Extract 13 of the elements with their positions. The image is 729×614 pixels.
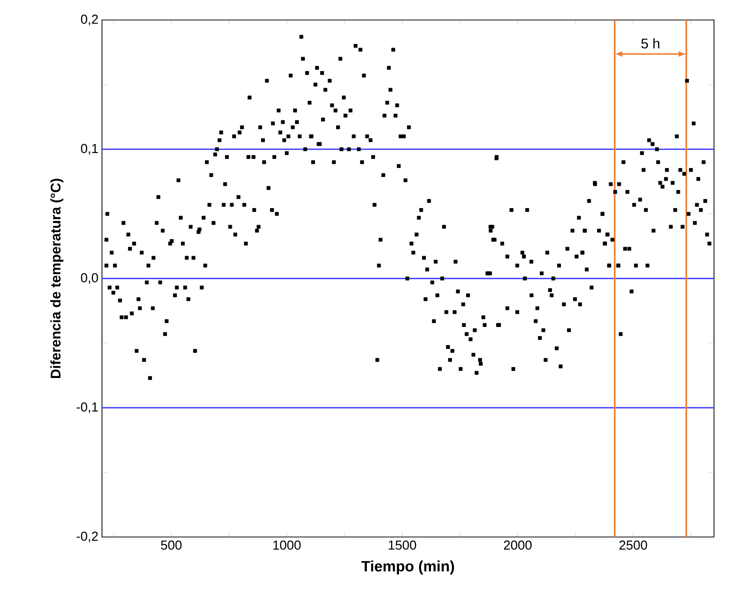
x-tick-label: 2500 xyxy=(619,540,648,550)
y-tick-label: 0,1 xyxy=(80,144,98,155)
annotation: 5 h xyxy=(641,38,660,48)
y-tick-label: -0,2 xyxy=(76,532,98,542)
y-tick-label: 0,2 xyxy=(80,14,98,26)
x-axis-title: Tiempo (min) xyxy=(361,560,454,574)
x-tick-label: 2000 xyxy=(504,540,532,550)
y-tick-label: 0,0 xyxy=(80,273,98,284)
y-tick-label: -0,1 xyxy=(76,402,98,414)
y-axis-title: Diferencia de temperatura (°C) xyxy=(50,178,64,378)
x-tick-label: 1500 xyxy=(388,540,416,550)
x-tick-label: 500 xyxy=(160,540,182,550)
x-tick-label: 1000 xyxy=(273,540,301,550)
